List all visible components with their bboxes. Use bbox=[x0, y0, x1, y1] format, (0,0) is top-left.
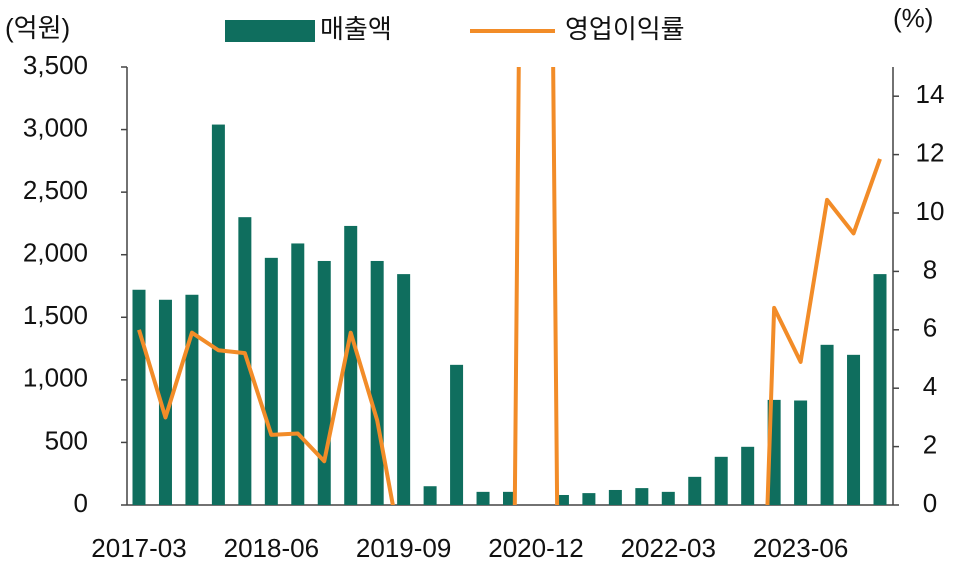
bar bbox=[661, 491, 675, 505]
bar bbox=[555, 494, 569, 505]
bar bbox=[291, 243, 305, 505]
bar bbox=[158, 299, 172, 505]
y2-tick-label: 12 bbox=[916, 137, 945, 167]
y2-tick-label: 14 bbox=[916, 79, 945, 109]
bar bbox=[873, 274, 887, 505]
bar bbox=[847, 354, 861, 505]
y-tick-label: 2,500 bbox=[23, 175, 88, 205]
y2-unit: (%) bbox=[893, 3, 933, 33]
x-tick-label: 2022-03 bbox=[621, 533, 716, 563]
bar bbox=[132, 289, 146, 505]
bar bbox=[423, 486, 437, 505]
bar bbox=[820, 344, 834, 505]
y-unit: (억원) bbox=[5, 13, 70, 43]
bar bbox=[185, 294, 199, 505]
bar bbox=[503, 491, 516, 505]
y-tick-label: 2,000 bbox=[23, 238, 88, 268]
bar bbox=[476, 491, 490, 505]
y2-tick-label: 10 bbox=[916, 196, 945, 226]
y-tick-label: 1,000 bbox=[23, 363, 88, 393]
bar bbox=[238, 217, 252, 505]
bar bbox=[741, 446, 755, 505]
y-tick-label: 3,500 bbox=[23, 50, 88, 80]
legend-label: 영업이익률 bbox=[565, 14, 685, 44]
bar bbox=[688, 476, 702, 505]
x-tick-label: 2018-06 bbox=[224, 533, 319, 563]
bar bbox=[450, 364, 464, 505]
y2-tick-label: 6 bbox=[923, 313, 937, 343]
legend-swatch bbox=[225, 20, 315, 42]
y-tick-label: 500 bbox=[45, 425, 88, 455]
bar bbox=[608, 489, 622, 505]
bar bbox=[794, 400, 808, 505]
y-tick-label: 0 bbox=[74, 488, 88, 518]
y2-tick-label: 8 bbox=[923, 254, 937, 284]
bar bbox=[397, 274, 411, 505]
x-tick-label: 2020-12 bbox=[488, 533, 583, 563]
legend-label: 매출액 bbox=[320, 14, 392, 44]
bar bbox=[344, 225, 358, 505]
bar bbox=[264, 257, 278, 505]
line bbox=[137, 67, 882, 505]
plot bbox=[132, 67, 887, 505]
y-tick-label: 3,000 bbox=[23, 112, 88, 142]
bar bbox=[370, 260, 384, 505]
bar bbox=[714, 456, 728, 505]
y-tick-label: 1,500 bbox=[23, 300, 88, 330]
x-tick-label: 2023-06 bbox=[753, 533, 848, 563]
y2-tick-label: 2 bbox=[923, 429, 937, 459]
bar bbox=[211, 124, 225, 505]
x-tick-label: 2017-03 bbox=[91, 533, 186, 563]
bar bbox=[582, 493, 596, 505]
y2-tick-label: 4 bbox=[923, 371, 937, 401]
y2-tick-label: 0 bbox=[923, 488, 937, 518]
bar bbox=[317, 260, 331, 505]
bar bbox=[635, 488, 649, 505]
x-tick-label: 2019-09 bbox=[356, 533, 451, 563]
